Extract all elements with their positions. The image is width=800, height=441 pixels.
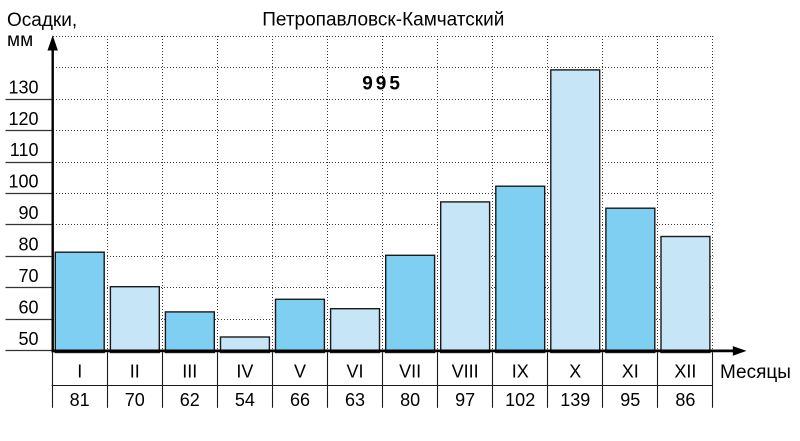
svg-text:80: 80 (18, 235, 38, 255)
svg-text:Петропавловск-Камчатский: Петропавловск-Камчатский (262, 10, 504, 31)
svg-text:110: 110 (10, 140, 39, 160)
svg-text:62: 62 (180, 390, 200, 410)
svg-text:VI: VI (346, 362, 363, 382)
svg-text:IV: IV (236, 362, 253, 382)
svg-text:III: III (182, 362, 197, 382)
svg-text:VIII: VIII (452, 362, 479, 382)
svg-text:Месяцы: Месяцы (720, 362, 791, 383)
svg-text:X: X (569, 362, 581, 382)
svg-text:II: II (130, 362, 140, 382)
svg-text:50: 50 (18, 329, 38, 349)
svg-text:70: 70 (18, 266, 38, 286)
svg-text:995: 995 (362, 73, 403, 94)
svg-text:70: 70 (125, 390, 145, 410)
svg-text:54: 54 (235, 390, 255, 410)
svg-text:139: 139 (560, 390, 590, 410)
svg-text:97: 97 (455, 390, 475, 410)
svg-text:80: 80 (400, 390, 420, 410)
svg-text:100: 100 (8, 172, 38, 192)
svg-text:XII: XII (674, 362, 696, 382)
svg-text:мм: мм (7, 30, 33, 51)
svg-text:102: 102 (505, 390, 535, 410)
svg-text:VII: VII (399, 362, 421, 382)
svg-text:Осадки,: Осадки, (7, 10, 77, 31)
svg-text:120: 120 (8, 109, 38, 129)
svg-text:V: V (294, 362, 306, 382)
svg-text:60: 60 (18, 297, 38, 317)
svg-text:86: 86 (675, 390, 695, 410)
svg-text:90: 90 (18, 203, 38, 223)
svg-text:81: 81 (70, 390, 90, 410)
svg-text:95: 95 (620, 390, 640, 410)
svg-text:IX: IX (512, 362, 529, 382)
svg-text:I: I (77, 362, 82, 382)
svg-text:130: 130 (8, 77, 38, 97)
svg-text:66: 66 (290, 390, 310, 410)
svg-text:XI: XI (622, 362, 639, 382)
svg-text:63: 63 (345, 390, 365, 410)
